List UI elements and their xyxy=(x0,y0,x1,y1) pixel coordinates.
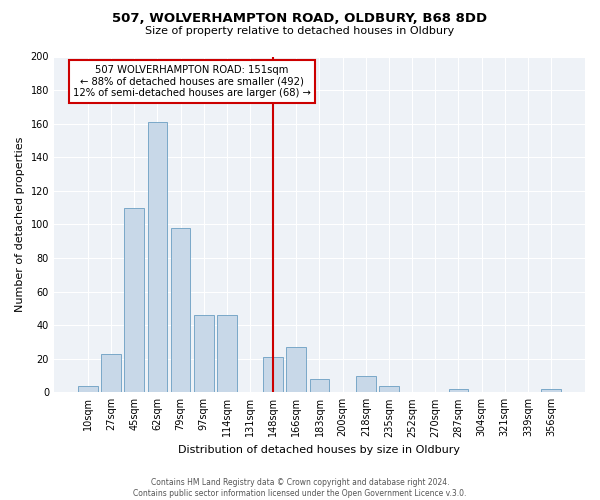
Bar xyxy=(449,389,468,392)
Bar xyxy=(194,315,214,392)
Bar xyxy=(148,122,167,392)
Bar xyxy=(379,386,399,392)
X-axis label: Distribution of detached houses by size in Oldbury: Distribution of detached houses by size … xyxy=(178,445,460,455)
Y-axis label: Number of detached properties: Number of detached properties xyxy=(15,136,25,312)
Bar xyxy=(124,208,144,392)
Bar xyxy=(286,347,306,393)
Bar xyxy=(101,354,121,393)
Text: Contains HM Land Registry data © Crown copyright and database right 2024.
Contai: Contains HM Land Registry data © Crown c… xyxy=(133,478,467,498)
Bar xyxy=(78,386,98,392)
Text: 507, WOLVERHAMPTON ROAD, OLDBURY, B68 8DD: 507, WOLVERHAMPTON ROAD, OLDBURY, B68 8D… xyxy=(112,12,488,26)
Bar xyxy=(217,315,236,392)
Bar xyxy=(356,376,376,392)
Bar xyxy=(170,228,190,392)
Text: Size of property relative to detached houses in Oldbury: Size of property relative to detached ho… xyxy=(145,26,455,36)
Bar xyxy=(310,379,329,392)
Bar xyxy=(263,357,283,392)
Text: 507 WOLVERHAMPTON ROAD: 151sqm
← 88% of detached houses are smaller (492)
12% of: 507 WOLVERHAMPTON ROAD: 151sqm ← 88% of … xyxy=(73,65,311,98)
Bar xyxy=(541,389,561,392)
